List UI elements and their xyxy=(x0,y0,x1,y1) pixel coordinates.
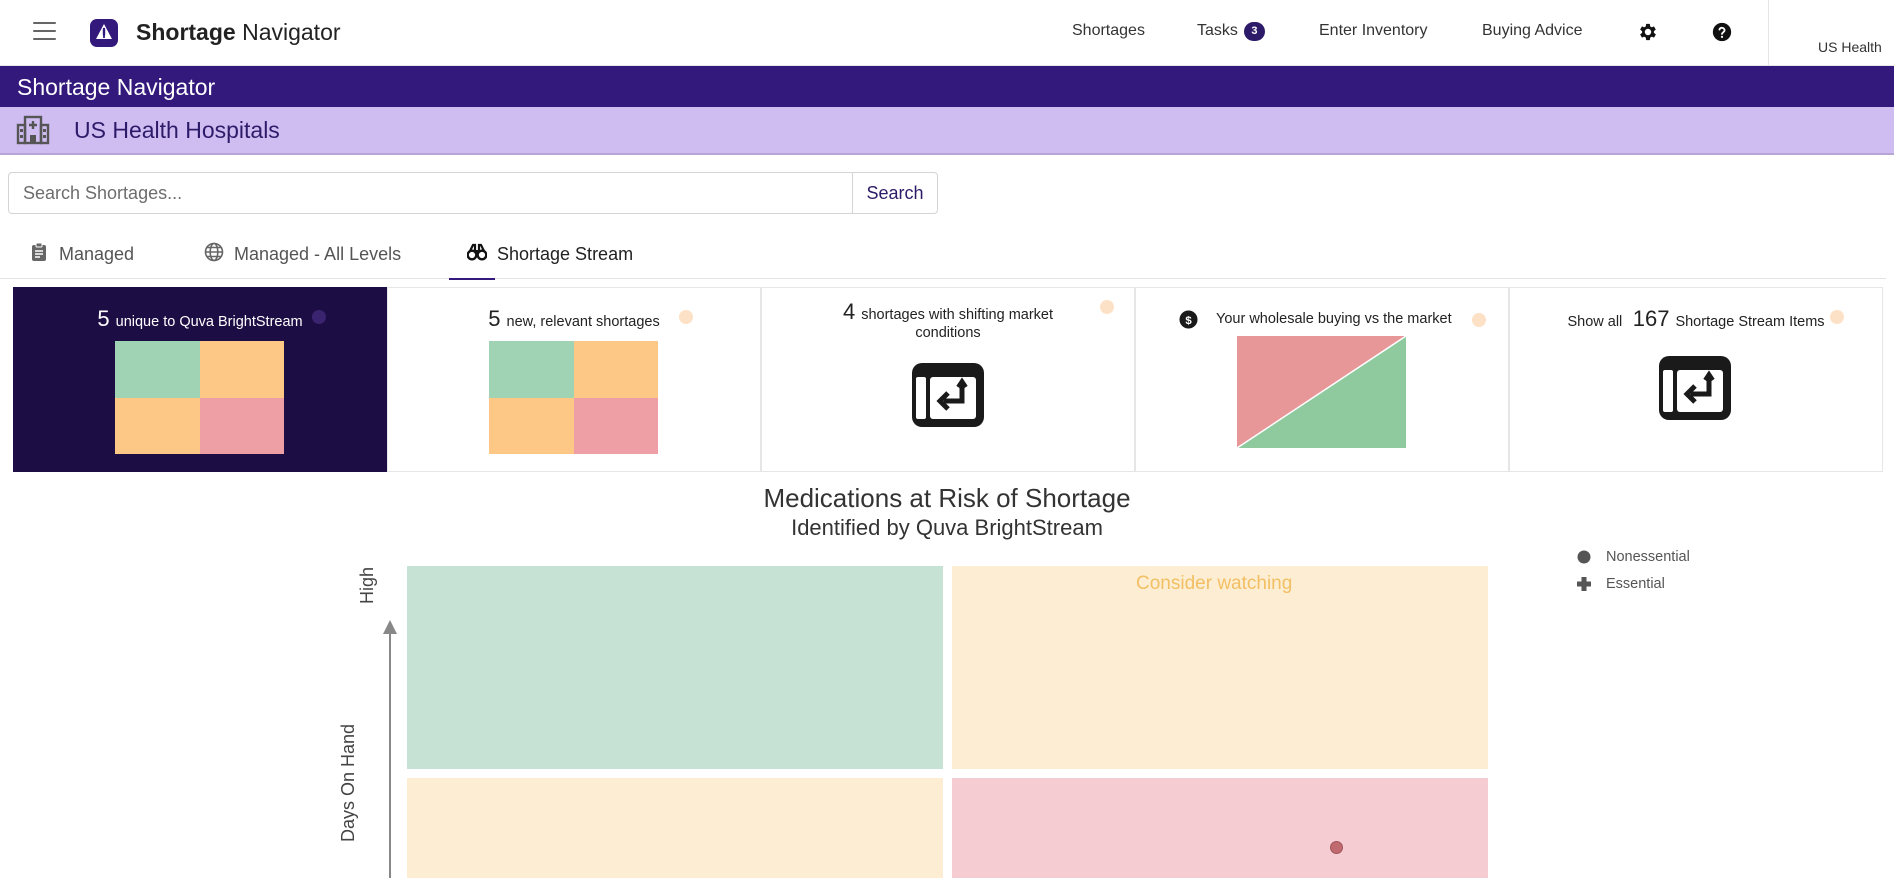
menu-icon[interactable] xyxy=(33,22,56,42)
zone-bottom-left xyxy=(407,778,943,878)
top-navigation-bar: Shortage Navigator Shortages Tasks 3 Ente… xyxy=(0,0,1894,66)
zone-top-right: Consider watching xyxy=(952,566,1488,769)
y-axis-arrow xyxy=(383,620,397,878)
shortage-stream-cards: 5 unique to Quva BrightStream 5 new, relev… xyxy=(13,287,1883,472)
hospital-icon xyxy=(16,115,50,145)
card-show-all-stream-items[interactable]: Show all 167 Shortage Stream Items xyxy=(1509,287,1883,472)
svg-text:$: $ xyxy=(1185,315,1192,327)
app-banner-title: Shortage Navigator xyxy=(17,74,216,100)
quadrant-thumbnail xyxy=(115,341,284,454)
card-wholesale-buying[interactable]: $ Your wholesale buying vs the market xyxy=(1135,287,1509,472)
zone-bottom-right xyxy=(952,778,1488,878)
card-shifting-market-conditions[interactable]: 4 shortages with shifting market conditio… xyxy=(761,287,1135,472)
nav-buying-advice-link[interactable]: Buying Advice xyxy=(1482,22,1583,39)
organization-name: US Health Hospitals xyxy=(74,117,280,143)
quadrant-thumbnail xyxy=(489,341,658,454)
info-icon[interactable] xyxy=(312,310,326,324)
card-label-line2: conditions xyxy=(915,325,981,341)
chart-title: Medications at Risk of Shortage xyxy=(763,483,1131,513)
account-name[interactable]: US Health xyxy=(1818,39,1882,55)
clipboard-icon xyxy=(32,242,46,261)
info-icon[interactable] xyxy=(1472,313,1486,327)
card-count: 5 xyxy=(488,306,501,331)
card-count: 5 xyxy=(97,306,110,331)
zone-top-left xyxy=(407,566,943,769)
gear-icon[interactable] xyxy=(1637,21,1659,43)
organization-banner: US Health Hospitals xyxy=(0,107,1894,155)
card-prefix: Show all xyxy=(1567,314,1623,330)
globe-icon xyxy=(204,242,224,262)
card-label: unique to Quva BrightStream xyxy=(115,314,303,330)
card-new-relevant-shortages[interactable]: 5 new, relevant shortages xyxy=(387,287,761,472)
dollar-icon: $ xyxy=(1179,310,1198,329)
brand-name[interactable]: Shortage Navigator xyxy=(136,19,341,45)
diagonal-thumbnail xyxy=(1237,336,1406,448)
y-axis-high-label: High xyxy=(357,566,377,604)
card-label: shortages with shifting market xyxy=(861,307,1054,323)
info-icon[interactable] xyxy=(679,310,693,324)
tasks-count-badge: 3 xyxy=(1243,22,1265,41)
shift-icon xyxy=(912,363,984,427)
app-banner: Shortage Navigator xyxy=(0,66,1894,107)
chart-point-nonessential[interactable] xyxy=(1330,841,1343,854)
card-count: 167 xyxy=(1632,306,1670,331)
search-button[interactable]: Search xyxy=(852,173,937,213)
card-label: new, relevant shortages xyxy=(506,314,660,330)
y-axis-arrow xyxy=(320,555,350,878)
nav-shortages-link[interactable]: Shortages xyxy=(1072,22,1145,39)
info-icon[interactable] xyxy=(1830,310,1844,324)
circle-icon xyxy=(1577,550,1591,564)
nav-tasks-link[interactable]: Tasks 3 xyxy=(1197,22,1265,41)
card-unique-to-quva[interactable]: 5 unique to Quva BrightStream xyxy=(13,287,387,472)
card-label: Your wholesale buying vs the market xyxy=(1216,311,1452,327)
nav-enter-inventory-link[interactable]: Enter Inventory xyxy=(1319,22,1428,39)
card-count: 4 xyxy=(842,299,856,324)
info-icon[interactable] xyxy=(1100,300,1114,314)
binoculars-icon xyxy=(467,243,487,261)
plus-icon xyxy=(1577,577,1591,591)
tab-bar: Managed Managed - All Levels Shortage St… xyxy=(0,234,1886,280)
search-input[interactable] xyxy=(9,173,852,213)
logo-icon[interactable] xyxy=(89,18,119,48)
zone-label-consider-watching: Consider watching xyxy=(1136,573,1293,594)
nav-divider xyxy=(1768,0,1769,66)
chart-subtitle: Identified by Quva BrightStream xyxy=(791,515,1103,540)
help-icon[interactable] xyxy=(1711,21,1733,43)
shift-icon xyxy=(1659,356,1731,420)
search-bar: Search xyxy=(8,172,938,214)
card-label: Shortage Stream Items xyxy=(1675,314,1825,330)
